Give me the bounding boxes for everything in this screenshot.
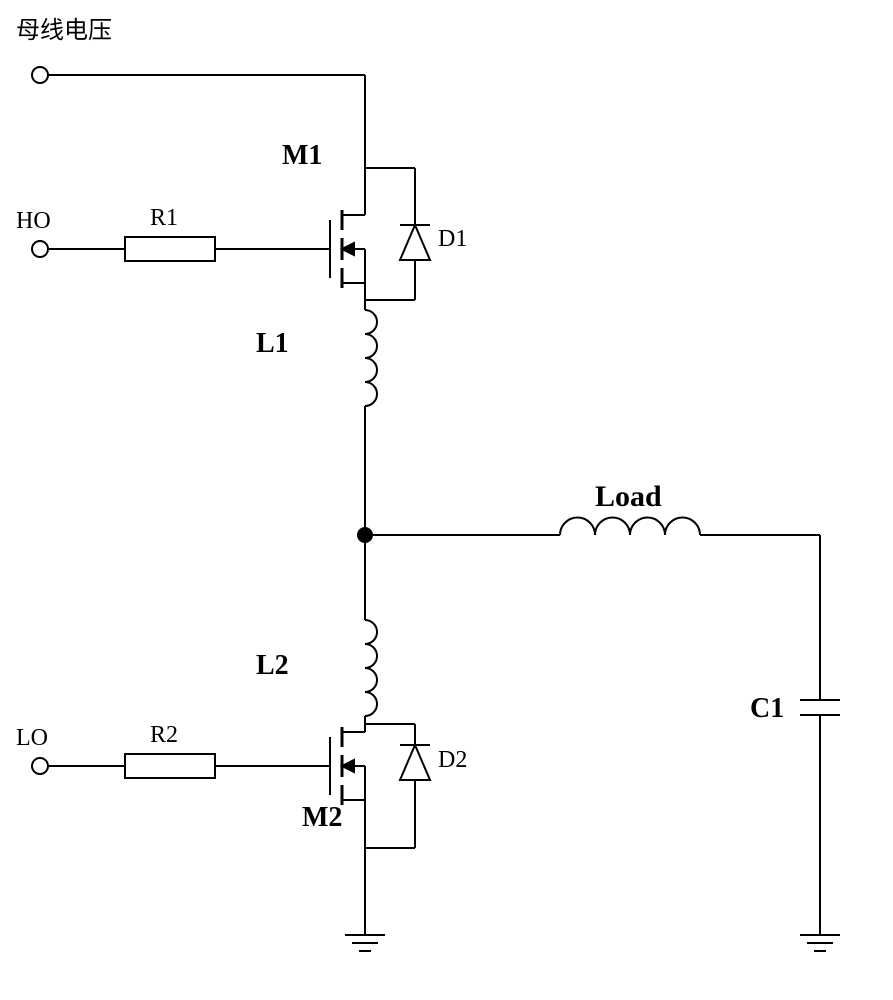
l2-inductor bbox=[365, 620, 377, 716]
ground-c1 bbox=[800, 935, 840, 951]
bus-voltage-label: 母线电压 bbox=[16, 10, 112, 45]
c1-capacitor bbox=[800, 700, 840, 715]
ho-label: HO bbox=[16, 208, 51, 235]
load-label: Load bbox=[595, 480, 662, 514]
l1-label: L1 bbox=[256, 328, 289, 360]
l2-label: L2 bbox=[256, 650, 289, 682]
r1-label: R1 bbox=[150, 205, 178, 232]
d1-diode bbox=[365, 168, 430, 300]
m1-mosfet bbox=[305, 160, 365, 300]
r2-body bbox=[125, 754, 215, 778]
circuit-canvas bbox=[0, 0, 893, 1000]
m2-label: M2 bbox=[302, 802, 342, 834]
load-inductor bbox=[560, 518, 700, 536]
ground-m2 bbox=[345, 935, 385, 951]
d2-label: D2 bbox=[438, 747, 467, 774]
bus-terminal bbox=[32, 67, 48, 83]
l1-inductor bbox=[365, 310, 377, 406]
m2-mosfet bbox=[305, 716, 365, 855]
c1-label: C1 bbox=[750, 693, 784, 725]
r1-body bbox=[125, 237, 215, 261]
lo-label: LO bbox=[16, 725, 48, 752]
m1-label: M1 bbox=[282, 140, 322, 172]
r2-label: R2 bbox=[150, 722, 178, 749]
d2-diode bbox=[365, 724, 430, 848]
lo-terminal bbox=[32, 758, 48, 774]
ho-terminal bbox=[32, 241, 48, 257]
d1-label: D1 bbox=[438, 226, 467, 253]
